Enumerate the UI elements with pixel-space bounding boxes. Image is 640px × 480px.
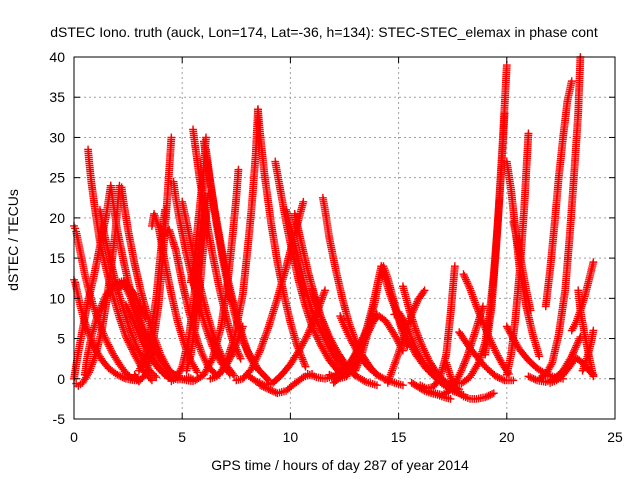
data-point bbox=[321, 286, 329, 295]
chart-title: dSTEC Iono. truth (auck, Lon=174, Lat=-3… bbox=[50, 24, 598, 40]
data-point bbox=[230, 371, 239, 380]
data-point bbox=[71, 224, 79, 233]
data-point bbox=[160, 205, 169, 214]
data-point bbox=[193, 368, 202, 377]
data-point bbox=[148, 376, 156, 385]
data-points bbox=[70, 53, 598, 403]
data-point bbox=[234, 165, 243, 174]
data-point bbox=[152, 373, 161, 382]
data-point bbox=[299, 197, 308, 206]
data-point bbox=[167, 133, 176, 142]
data-point bbox=[238, 322, 247, 331]
data-point bbox=[202, 133, 210, 142]
data-point bbox=[263, 375, 272, 383]
data-point bbox=[301, 362, 310, 371]
data-point bbox=[236, 354, 245, 363]
